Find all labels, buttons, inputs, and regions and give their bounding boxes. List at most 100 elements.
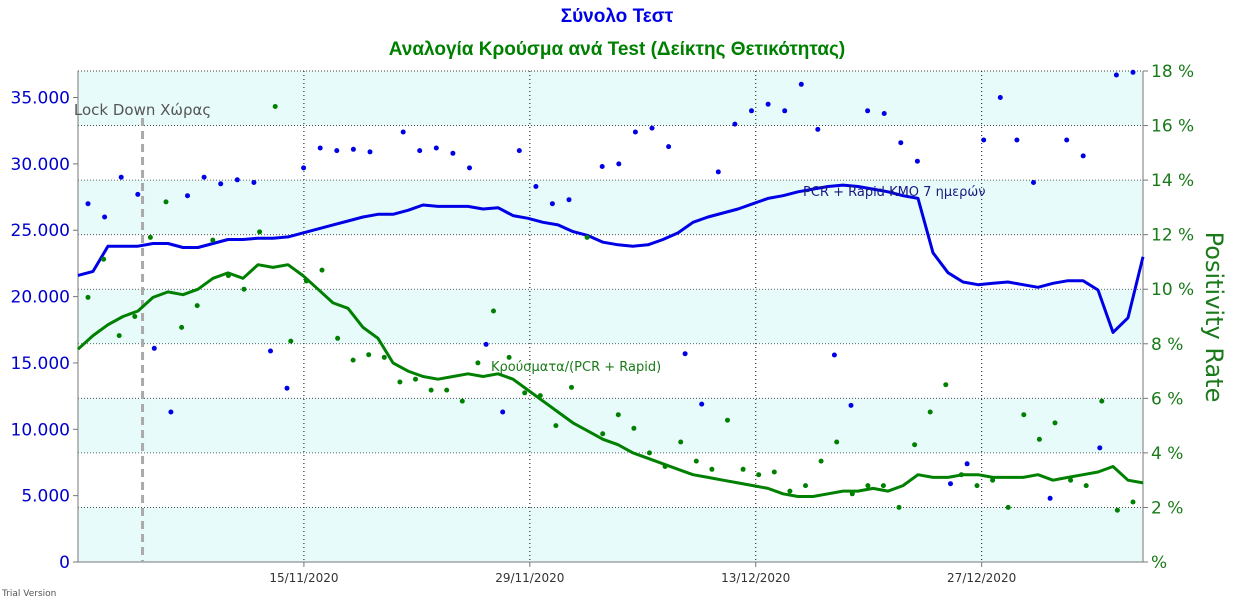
- series-point: [1064, 137, 1070, 143]
- series-point: [599, 164, 605, 169]
- series-point: [981, 137, 987, 143]
- series-point: [467, 165, 472, 171]
- series-point: [818, 458, 824, 464]
- series-2: [76, 263, 1144, 498]
- series-point: [632, 129, 638, 135]
- series-point: [417, 148, 423, 154]
- series-point: [301, 165, 307, 171]
- series-point: [948, 481, 953, 487]
- lockdown-label: Lock Down Χώρας: [74, 101, 211, 119]
- series-layer: [76, 69, 1145, 513]
- series-point: [1099, 398, 1105, 404]
- series-point: [1113, 72, 1119, 78]
- series-point: [1114, 507, 1120, 513]
- trial-version-text: Trial Version: [1, 589, 56, 599]
- grid-lines: [78, 70, 1143, 562]
- y-right-tick-label: 4 %: [1151, 444, 1183, 464]
- series-point: [1036, 436, 1042, 442]
- series-point: [693, 458, 699, 464]
- series-point: [1005, 504, 1011, 510]
- series-point: [990, 477, 996, 483]
- series-point: [397, 379, 403, 385]
- series-point: [218, 181, 224, 187]
- plot-band: [78, 71, 1143, 126]
- series-point: [898, 140, 904, 146]
- series-point: [366, 352, 372, 358]
- series-point: [116, 333, 122, 339]
- series-point: [135, 191, 141, 197]
- series-point: [678, 439, 684, 445]
- series-point: [699, 401, 705, 407]
- y-right-tick-label: 12 %: [1151, 226, 1194, 246]
- series-point: [715, 169, 721, 175]
- series-point: [303, 278, 309, 284]
- series-point: [865, 108, 871, 114]
- series-point: [335, 335, 341, 341]
- series-point: [1068, 477, 1074, 483]
- series-point: [798, 81, 804, 87]
- series-point: [732, 121, 738, 127]
- plot-band: [78, 398, 1143, 453]
- plot-band: [78, 180, 1143, 235]
- series-point: [765, 101, 771, 107]
- series-point: [537, 393, 543, 399]
- series-point: [782, 108, 788, 114]
- series-point: [1021, 412, 1027, 418]
- series-point: [787, 488, 793, 494]
- series-point: [179, 324, 185, 330]
- series-point: [516, 148, 522, 154]
- series-point: [367, 149, 373, 155]
- series-point: [234, 177, 240, 183]
- chart-title: Σύνολο Τεστ: [561, 6, 674, 27]
- series-point: [740, 466, 746, 472]
- series-point: [815, 126, 821, 132]
- series-point: [101, 256, 107, 262]
- series-point: [848, 402, 854, 408]
- y-left-tick-label: 20.000: [11, 288, 70, 308]
- series-point: [1014, 137, 1020, 143]
- series-point: [569, 384, 574, 390]
- y-right-tick-label: 8 %: [1151, 335, 1183, 355]
- series-point: [974, 483, 980, 489]
- series-point: [649, 125, 655, 131]
- y2-axis-label: Positivity Rate: [1200, 232, 1228, 403]
- series-point: [268, 348, 273, 354]
- series-point: [682, 351, 688, 357]
- series-point: [584, 234, 590, 240]
- series-point: [943, 382, 949, 388]
- y-left-tick-label: 15.000: [11, 354, 70, 374]
- series-point: [803, 483, 808, 489]
- y-left-tick-label: 25.000: [11, 221, 70, 241]
- series-point: [631, 425, 637, 431]
- series-point: [251, 180, 257, 185]
- series-point: [483, 341, 489, 347]
- series-point: [102, 214, 108, 220]
- lockdown-reference: Lock Down Χώρας: [74, 101, 211, 562]
- series-0: [77, 183, 1145, 334]
- series-point: [1097, 445, 1103, 451]
- series-point: [533, 184, 539, 189]
- series-point: [771, 469, 777, 475]
- y-right-tick-label: 16 %: [1151, 117, 1194, 137]
- series-point: [1047, 495, 1053, 501]
- y-right-tick-labels: % 2 % 4 % 6 % 8 % 10 % 12 % 14 % 16 % 18 %: [1143, 62, 1194, 573]
- series-point: [428, 387, 434, 393]
- series-point: [666, 144, 672, 150]
- series-point: [749, 108, 754, 114]
- axes: [77, 71, 1144, 563]
- series-point: [319, 267, 325, 273]
- series-point: [997, 95, 1003, 100]
- series-point: [725, 417, 730, 423]
- series-point: [85, 294, 91, 300]
- series-point: [350, 146, 356, 152]
- series-point: [553, 423, 559, 429]
- series-point: [1052, 420, 1058, 426]
- series-point: [132, 314, 138, 319]
- series-3: [85, 104, 1136, 513]
- y-right-tick-label: 14 %: [1151, 171, 1194, 191]
- y-right-tick-label: 6 %: [1151, 389, 1183, 409]
- series-point: [151, 345, 157, 351]
- series-point: [600, 431, 606, 437]
- series-point: [914, 158, 920, 164]
- series-point: [1031, 180, 1036, 185]
